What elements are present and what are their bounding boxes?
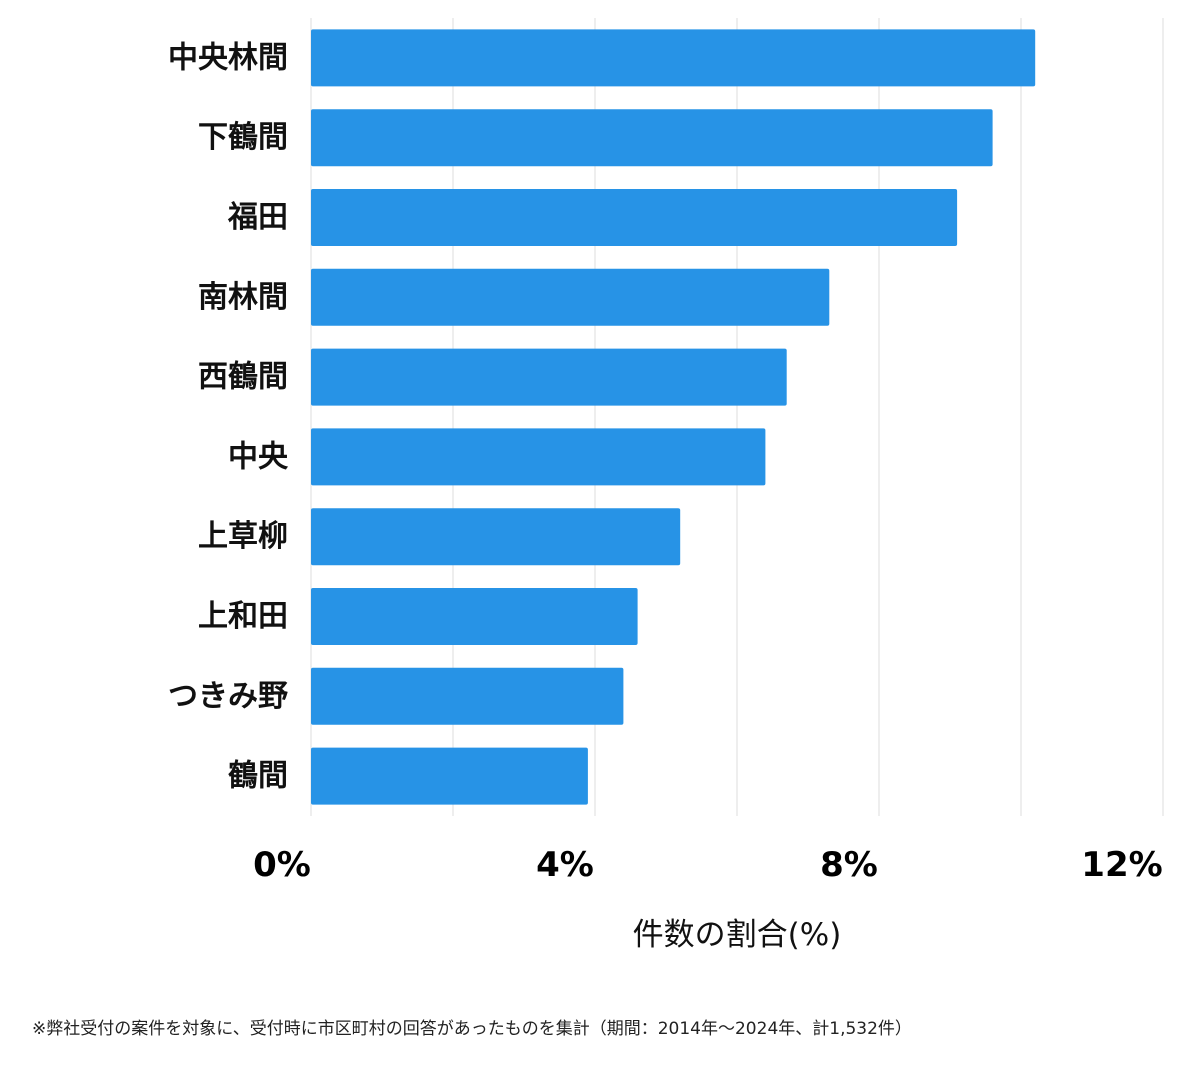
bar — [311, 508, 681, 566]
bar — [311, 348, 787, 406]
bar-chart: 中央林間 下鶴間 福田 南林間 西鶴間 中央 上草柳 上和田 つきみ野 鶴間 0% 4% 8% 12% … — [168, 18, 1164, 953]
category-label: 鶴間 — [228, 759, 288, 794]
category-label: 西鶴間 — [198, 360, 288, 395]
bars — [311, 29, 1036, 805]
category-label: 南林間 — [198, 280, 288, 315]
category-label: 上草柳 — [198, 519, 288, 554]
bar — [311, 189, 958, 246]
x-axis-label: 件数の割合(%) — [633, 917, 842, 953]
x-tick-label: 4% — [536, 845, 594, 885]
bar — [311, 588, 638, 645]
category-label: 福田 — [227, 200, 288, 235]
bar — [311, 268, 830, 326]
category-label: 中央 — [228, 439, 289, 474]
bar — [311, 667, 624, 725]
category-label: つきみ野 — [168, 679, 288, 714]
bar — [311, 428, 766, 486]
x-tick-labels: 0% 4% 8% 12% — [253, 845, 1163, 885]
bar — [311, 109, 993, 167]
x-tick-label: 0% — [253, 845, 311, 885]
footnote: ※弊社受付の案件を対象に、受付時に市区町村の回答があったものを集計（期間：201… — [32, 1019, 912, 1039]
bar — [311, 29, 1036, 87]
x-tick-label: 8% — [820, 845, 878, 885]
category-label: 上和田 — [198, 599, 288, 634]
category-label: 下鶴間 — [198, 120, 288, 155]
x-tick-label: 12% — [1081, 845, 1162, 885]
bar — [311, 747, 588, 805]
category-label: 中央林間 — [168, 40, 288, 75]
